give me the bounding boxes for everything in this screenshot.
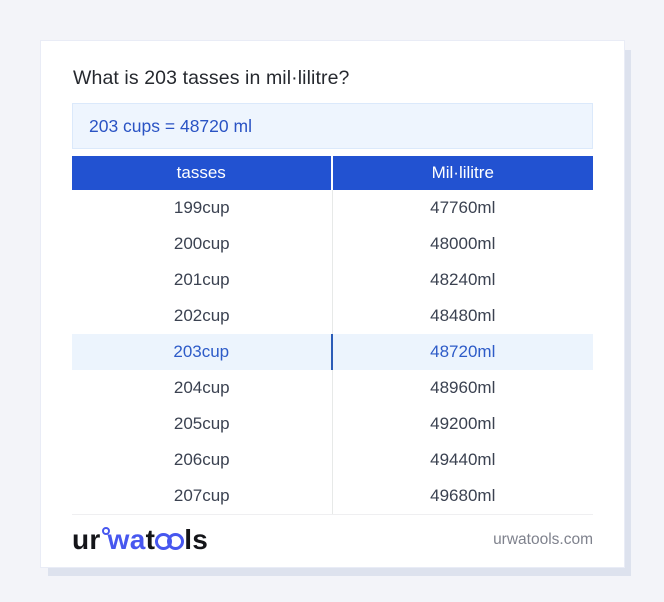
conversion-result-box: 203 cups = 48720 ml [72,103,593,149]
cell-ml: 48240ml [430,270,496,289]
card-footer: ur wat ls urwatools.com [72,520,593,560]
cell-tasses: 204cup [72,370,333,406]
cell-tasses: 202cup [72,298,333,334]
logo-ring-icon [101,527,110,535]
cell-ml: 48000ml [430,234,496,253]
page-title: What is 203 tasses in mil·lilitre? [73,67,350,89]
cell-tasses: 203cup [72,334,333,370]
table-row-highlighted: 203cup 48720ml [72,334,593,370]
cell-ml: 48480ml [430,306,496,325]
cell-tasses: 200cup [72,226,333,262]
table-row: 202cup 48480ml [72,298,593,334]
conversion-table: tasses Mil·lilitre 199cup 47760ml 200cup… [72,156,593,515]
logo-circle-icon [167,533,185,550]
table-row: 201cup 48240ml [72,262,593,298]
cell-tasses: 199cup [72,190,333,226]
cell-tasses: 205cup [72,406,333,442]
column-header-millilitre: Mil·lilitre [431,163,494,182]
table-row: 204cup 48960ml [72,370,593,406]
urwatools-logo[interactable]: ur wat ls [72,526,208,554]
table-row: 205cup 49200ml [72,406,593,442]
cell-ml: 48960ml [430,378,496,397]
logo-text-blue: wa [107,524,146,555]
logo-text-dark: t [145,524,156,555]
converter-card: What is 203 tasses in mil·lilitre? 203 c… [40,40,625,568]
table-row: 207cup 49680ml [72,478,593,514]
table-row: 200cup 48000ml [72,226,593,262]
table-header-row: tasses Mil·lilitre [72,156,593,190]
cell-ml: 49200ml [430,414,496,433]
cell-tasses: 206cup [72,442,333,478]
column-header-tasses: tasses [72,156,333,190]
logo-text-dark: ls [184,524,209,555]
cell-ml: 47760ml [430,198,496,217]
site-url-text: urwatools.com [493,531,593,548]
table-row: 206cup 49440ml [72,442,593,478]
cell-ml: 49440ml [430,450,496,469]
cell-ml: 48720ml [430,342,496,361]
logo-text-dark: ur [72,524,101,555]
cell-tasses: 207cup [72,478,333,514]
cell-tasses: 201cup [72,262,333,298]
conversion-result-text: 203 cups = 48720 ml [89,115,252,136]
table-row: 199cup 47760ml [72,190,593,226]
cell-ml: 49680ml [430,486,496,505]
